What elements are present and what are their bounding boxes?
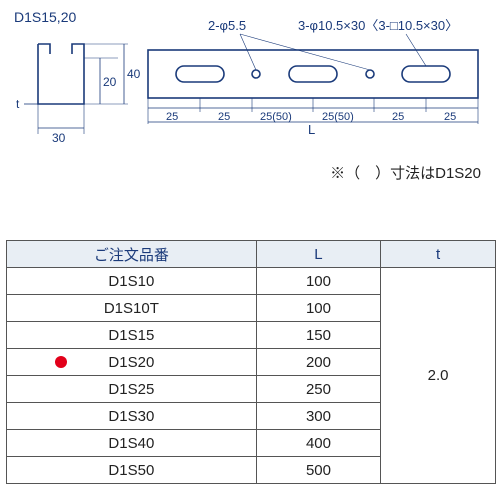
cell-t: 2.0 xyxy=(381,268,496,484)
col-L: L xyxy=(256,241,380,268)
seg-3: 25(50) xyxy=(322,111,354,123)
dim-t: t xyxy=(16,97,20,111)
cell-L: 200 xyxy=(256,349,380,376)
cell-L: 500 xyxy=(256,457,380,484)
seg-0: 25 xyxy=(166,111,178,123)
header-label: D1S15,20 xyxy=(14,9,76,25)
cell-part: D1S25 xyxy=(7,376,257,403)
plan-view: 2-φ5.5 3-φ10.5×30〈3-□10.5×30〉 25 25 25(5… xyxy=(148,18,478,137)
dimension-note: ※（ ）寸法はD1S20 xyxy=(330,162,481,183)
dim-30: 30 xyxy=(52,131,66,145)
slots xyxy=(176,66,450,82)
callout-slots: 3-φ10.5×30〈3-□10.5×30〉 xyxy=(298,18,458,33)
part-number: D1S15 xyxy=(108,327,154,344)
spec-table-wrap: ご注文品番 L t D1S10 1002.0 D1S10T 100 D1S15 150 D1… xyxy=(0,240,501,484)
part-number: D1S20 xyxy=(108,354,154,371)
cell-L: 250 xyxy=(256,376,380,403)
cell-part: D1S10T xyxy=(7,295,257,322)
part-number: D1S25 xyxy=(108,381,154,398)
cell-part: D1S50 xyxy=(7,457,257,484)
cell-part: D1S40 xyxy=(7,430,257,457)
cell-L: 100 xyxy=(256,268,380,295)
col-part: ご注文品番 xyxy=(7,241,257,268)
part-number: D1S50 xyxy=(108,462,154,479)
diagram-area: D1S15,20 20 40 30 t xyxy=(0,0,501,178)
part-number: D1S30 xyxy=(108,408,154,425)
cell-part: D1S20 xyxy=(7,349,257,376)
seg-5: 25 xyxy=(444,111,456,123)
cell-L: 150 xyxy=(256,322,380,349)
dim-40: 40 xyxy=(127,67,141,81)
cell-L: 100 xyxy=(256,295,380,322)
cell-part: D1S30 xyxy=(7,403,257,430)
callout-holes: 2-φ5.5 xyxy=(208,18,246,33)
dim-L: L xyxy=(308,122,315,137)
part-number: D1S40 xyxy=(108,435,154,452)
seg-1: 25 xyxy=(218,111,230,123)
cross-section: 20 40 30 t xyxy=(16,44,141,145)
table-row: D1S101002.0 xyxy=(7,268,496,295)
cell-part: D1S10 xyxy=(7,268,257,295)
highlight-dot-icon xyxy=(55,356,67,368)
seg-4: 25 xyxy=(392,111,404,123)
cell-L: 400 xyxy=(256,430,380,457)
cell-part: D1S15 xyxy=(7,322,257,349)
seg-2: 25(50) xyxy=(260,111,292,123)
spec-table: ご注文品番 L t D1S10 1002.0 D1S10T 100 D1S15 150 D1… xyxy=(6,240,496,484)
cell-L: 300 xyxy=(256,403,380,430)
dim-20: 20 xyxy=(103,75,117,89)
part-number: D1S10T xyxy=(104,300,159,317)
part-number: D1S10 xyxy=(108,273,154,290)
col-t: t xyxy=(381,241,496,268)
